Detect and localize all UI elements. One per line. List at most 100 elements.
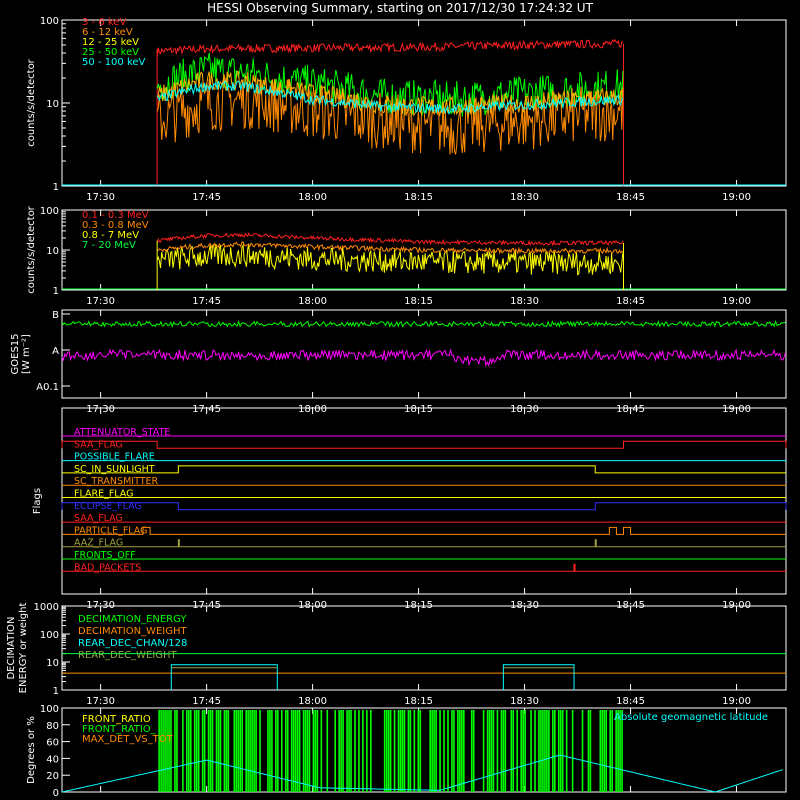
rear-dec-chan-step — [502, 664, 575, 690]
y-tick-label: 100 — [40, 630, 59, 641]
flag-line — [61, 502, 787, 511]
x-tick-label: 17:45 — [192, 696, 221, 707]
x-tick-label: 19:00 — [722, 192, 751, 203]
y-axis-label: DECIMATION — [6, 616, 17, 679]
flag-label: AAZ_FLAG — [74, 538, 123, 549]
panel-frame-5 — [61, 605, 787, 691]
legend-entry: FRONT_RATIO — [82, 714, 151, 725]
legend-entry: REAR_DEC_CHAN/128 — [78, 638, 187, 649]
x-tick-label: 17:45 — [192, 192, 221, 203]
x-tick-label: 18:15 — [404, 696, 433, 707]
panel-frame-4 — [61, 407, 787, 595]
x-tick-label: 17:30 — [86, 296, 115, 307]
plot-title: HESSI Observing Summary, starting on 201… — [207, 1, 593, 15]
legend-entry: DECIMATION_ENERGY — [78, 614, 187, 625]
y-tick-label: 10 — [46, 246, 59, 257]
flag-label: BAD_PACKETS — [74, 562, 141, 573]
y-tick-label: 1 — [53, 182, 59, 193]
series-line-5 — [156, 80, 624, 115]
x-tick-label: 18:30 — [510, 192, 539, 203]
flag-label: ATTENUATOR_STATE — [74, 427, 170, 438]
y-tick-label: 60 — [46, 738, 59, 749]
y-tick-label: 0 — [53, 788, 59, 799]
series-line-3 — [156, 243, 624, 276]
y-axis-label-2: ENERGY or weight — [18, 603, 29, 694]
y-tick-label: 40 — [46, 754, 59, 765]
series-line-1 — [156, 232, 624, 247]
y-tick-label: 10 — [46, 658, 59, 669]
x-tick-label: 18:15 — [404, 192, 433, 203]
flag-label: SC_IN_SUNLIGHT — [74, 464, 155, 475]
flag-line — [62, 526, 786, 535]
y-tick-label: 1 — [53, 686, 59, 697]
x-tick-label: 17:30 — [86, 696, 115, 707]
flag-label: POSSIBLE_FLARE — [74, 452, 155, 463]
flag-label: FLARE_FLAG — [74, 489, 134, 500]
y-axis-label: counts/s/detector — [26, 58, 37, 146]
y-axis-label-units: [W m⁻²] — [21, 334, 32, 374]
legend-entry: 0.1 - 0.3 MeV — [82, 210, 149, 221]
legend-entry: FRONT_RATIO_ — [82, 724, 157, 735]
y-tick-label: 1 — [53, 286, 59, 297]
x-tick-label: 18:30 — [510, 696, 539, 707]
x-tick-label: 18:00 — [298, 296, 327, 307]
flag-label: FRONTS_OFF — [74, 550, 136, 561]
y-tick-label: 1000 — [34, 602, 59, 613]
x-tick-label: 17:45 — [192, 296, 221, 307]
y-tick-label: 80 — [46, 721, 59, 732]
y-tick-label: 20 — [46, 771, 59, 782]
flag-line — [61, 440, 787, 449]
goes-long-line — [61, 319, 786, 328]
panel-frame-6 — [61, 707, 787, 793]
x-tick-label: 18:00 — [298, 696, 327, 707]
flag-line — [62, 539, 786, 548]
y-tick-label: A0.1 — [36, 382, 59, 393]
y-axis-label: Flags — [32, 488, 43, 514]
legend-entry: 25 - 50 keV — [82, 47, 139, 58]
legend-entry: 3 - 6 keV — [82, 17, 126, 28]
legend-entry: 50 - 100 keV — [82, 57, 146, 68]
y-tick-label: A — [52, 346, 59, 357]
panel-frame-3 — [61, 309, 787, 399]
geomagnetic-latitude-line — [61, 754, 783, 793]
series-line-2 — [156, 72, 624, 155]
x-tick-label: 17:30 — [86, 192, 115, 203]
latitude-note: Absolute geomagnetic latitude — [614, 712, 768, 723]
y-tick-label: 100 — [40, 206, 59, 217]
series-line-1 — [156, 38, 624, 56]
legend-entry: MAX_DET_VS_TOT — [82, 734, 174, 745]
goes-short-line — [61, 348, 786, 368]
flag-label: PARTICLE_FLAG — [74, 525, 147, 536]
x-tick-label: 18:15 — [404, 296, 433, 307]
x-tick-label: 18:45 — [616, 192, 645, 203]
x-tick-label: 19:00 — [722, 296, 751, 307]
y-tick-label: B — [52, 310, 59, 321]
rear-dec-chan-step — [170, 664, 278, 690]
series-line-2 — [157, 241, 624, 256]
x-tick-label: 18:30 — [510, 296, 539, 307]
legend-entry: 0.3 - 0.8 MeV — [82, 220, 149, 231]
legend-entry: 0.8 - 7 MeV — [82, 230, 139, 241]
y-tick-label: 100 — [40, 16, 59, 27]
y-axis-label: GOES15 — [10, 333, 21, 374]
legend-entry: 12 - 25 keV — [82, 37, 139, 48]
x-tick-label: 18:45 — [616, 696, 645, 707]
x-tick-label: 19:00 — [722, 696, 751, 707]
legend-entry: 6 - 12 keV — [82, 27, 133, 38]
flag-label: SAA_FLAG — [74, 439, 123, 450]
legend-entry: REAR_DEC_WEIGHT — [78, 650, 177, 661]
y-tick-label: 100 — [40, 704, 59, 715]
x-tick-label: 18:00 — [298, 192, 327, 203]
flag-line — [62, 563, 786, 572]
y-axis-label: counts/s/detector — [26, 205, 37, 293]
flag-label: SC_TRANSMITTER — [74, 476, 159, 487]
legend-entry: 7 - 20 MeV — [82, 240, 136, 251]
legend-entry: DECIMATION_WEIGHT — [78, 626, 187, 637]
y-tick-label: 10 — [46, 99, 59, 110]
flag-label: SAA_FLAG — [74, 513, 123, 524]
x-tick-label: 18:45 — [616, 296, 645, 307]
y-axis-label: Degrees or % — [26, 716, 37, 784]
flag-label: ECLIPSE_FLAG — [74, 501, 142, 512]
